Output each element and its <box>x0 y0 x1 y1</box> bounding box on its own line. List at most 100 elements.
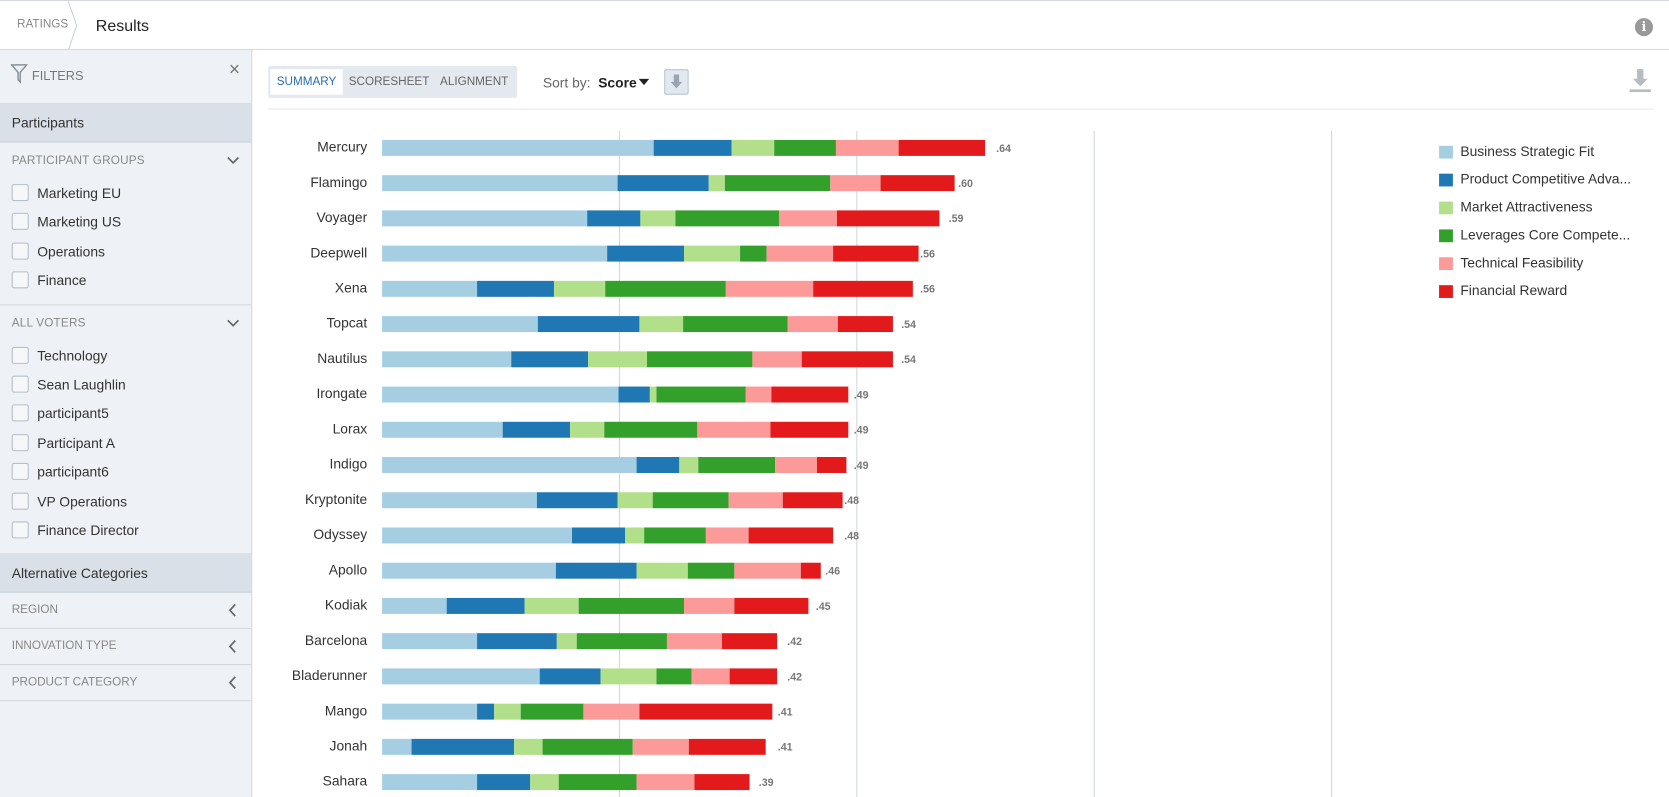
tab[interactable]: SUMMARY <box>270 69 343 95</box>
checkbox[interactable] <box>11 242 29 260</box>
bar-segment <box>555 562 637 579</box>
category-label: Jonah <box>330 738 368 754</box>
total-label: .64 <box>996 143 1011 155</box>
chevron <box>228 676 236 690</box>
download-icon[interactable] <box>1629 68 1652 94</box>
bar-segment <box>775 457 817 473</box>
checkbox-item[interactable]: Marketing US <box>0 208 251 237</box>
checkbox[interactable] <box>11 184 29 202</box>
bar-segment <box>800 562 821 579</box>
bar-segment <box>477 703 495 720</box>
checkbox-item[interactable]: participant5 <box>0 399 251 428</box>
total-label: .41 <box>778 707 793 719</box>
bar-segment <box>653 139 732 156</box>
checkbox-item[interactable]: Operations <box>0 237 251 266</box>
legend-label: Financial Reward <box>1460 282 1567 298</box>
bar-segment <box>587 210 641 227</box>
bar-segment <box>774 139 836 156</box>
category-group[interactable]: INNOVATION TYPE <box>0 629 252 666</box>
tab[interactable]: SCORESHEET <box>348 75 430 89</box>
bar-segment <box>771 386 849 403</box>
bar-segment <box>382 175 618 192</box>
bar-segment <box>382 703 478 720</box>
bar-segment <box>639 316 684 333</box>
tab[interactable]: ALIGNMENT <box>440 75 509 89</box>
bar-segment <box>656 668 692 685</box>
bar-segment <box>382 562 556 579</box>
checkbox-item[interactable]: Sean Laughlin <box>0 370 251 399</box>
bar-segment <box>640 210 676 227</box>
bar-segment <box>731 139 775 156</box>
bar-segment <box>836 210 940 227</box>
bar-segment <box>617 492 653 509</box>
total-label: .41 <box>778 742 793 754</box>
header: RATINGS Results i <box>0 0 1669 52</box>
legend-label: Product Competitive Adva... <box>1460 171 1631 187</box>
checkbox[interactable] <box>11 375 29 393</box>
filter-group: PARTICIPANT GROUPS Marketing EU Marketing … <box>0 143 252 305</box>
bar-segment <box>588 351 648 368</box>
checkbox-item[interactable]: participant6 <box>0 458 251 487</box>
bar-segment <box>729 668 778 685</box>
bar-segment <box>752 351 802 368</box>
legend-swatch <box>1439 145 1453 159</box>
legend-label: Market Attractiveness <box>1460 199 1592 215</box>
bar-segment <box>724 175 831 192</box>
category-label: Bladerunner <box>292 667 368 683</box>
bar-segment <box>578 597 685 614</box>
info-icon[interactable]: i <box>1634 18 1654 37</box>
checkbox-item[interactable]: Participant A <box>0 429 251 458</box>
sidebar: FILTERS × Participants PARTICIPANT GROUP… <box>0 50 253 797</box>
filter-icon <box>10 64 28 84</box>
checkbox-item[interactable]: Technology <box>0 341 251 370</box>
page-title: Results <box>95 17 150 36</box>
bar-segment <box>722 633 778 650</box>
category-group[interactable]: PRODUCT CATEGORY <box>0 665 252 702</box>
sort-label: Sort by: <box>542 74 591 91</box>
bar-segment <box>801 351 893 368</box>
total-label: .54 <box>901 354 916 366</box>
checkbox[interactable] <box>11 492 29 510</box>
bar-segment <box>570 421 605 438</box>
bar-segment <box>787 316 838 333</box>
checkbox-item[interactable]: VP Operations <box>0 487 251 516</box>
filter-group: ALL VOTERS Technology Sean Laughlin partici… <box>0 305 252 555</box>
checkbox-item[interactable]: Finance <box>0 266 251 295</box>
bar-segment <box>691 668 730 685</box>
category-group[interactable]: REGION <box>0 593 252 630</box>
checkbox[interactable] <box>11 463 29 481</box>
checkbox[interactable] <box>11 346 29 364</box>
bar-segment <box>694 774 750 791</box>
chevron <box>228 604 236 618</box>
checkbox-item[interactable]: Finance Director <box>0 516 251 545</box>
category-label: Mango <box>325 702 368 718</box>
breadcrumb[interactable]: RATINGS <box>17 18 69 31</box>
bar-segment <box>382 139 654 156</box>
bar-segment <box>837 316 893 333</box>
checkbox-item[interactable]: Marketing EU <box>0 179 251 208</box>
close-button[interactable]: × <box>228 58 241 80</box>
sort-direction-button[interactable] <box>664 69 689 95</box>
category-label: Kryptonite <box>305 491 368 507</box>
sort-dropdown[interactable]: Score <box>598 74 637 91</box>
bar-segment <box>835 139 899 156</box>
tab-bar: SUMMARY SCORESHEET ALIGNMENT <box>268 65 518 98</box>
legend-label: Technical Feasibility <box>1460 254 1583 270</box>
category-label: Irongate <box>316 385 367 401</box>
legend-label: Leverages Core Compete... <box>1460 226 1630 242</box>
legend-swatch <box>1439 229 1453 243</box>
checkbox[interactable] <box>11 521 29 539</box>
checkbox[interactable] <box>11 213 29 231</box>
group-header[interactable]: ALL VOTERS <box>0 305 251 341</box>
group-header[interactable]: PARTICIPANT GROUPS <box>0 143 251 179</box>
checkbox[interactable] <box>11 433 29 451</box>
category-label: Flamingo <box>310 174 367 190</box>
total-label: .42 <box>787 636 802 648</box>
total-label: .45 <box>816 601 831 613</box>
checkbox[interactable] <box>11 404 29 422</box>
bar-segment <box>782 492 843 509</box>
checkbox[interactable] <box>11 271 29 289</box>
bar-segment <box>766 245 834 262</box>
total-label: .60 <box>958 178 973 190</box>
bar-segment <box>382 386 619 403</box>
